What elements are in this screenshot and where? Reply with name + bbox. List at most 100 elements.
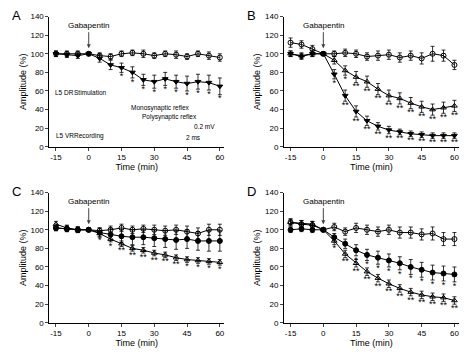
svg-text:0: 0 xyxy=(274,319,279,328)
svg-text:**: ** xyxy=(353,116,361,126)
svg-text:80: 80 xyxy=(269,244,278,253)
svg-text:2 ms: 2 ms xyxy=(186,134,201,141)
svg-text:140: 140 xyxy=(30,12,44,21)
svg-text:30: 30 xyxy=(384,153,393,162)
svg-text:*: * xyxy=(120,71,124,81)
svg-text:-15: -15 xyxy=(285,153,297,162)
svg-text:*: * xyxy=(98,235,102,245)
svg-text:140: 140 xyxy=(265,12,279,21)
svg-text:*: * xyxy=(185,261,189,271)
svg-text:**: ** xyxy=(407,295,415,305)
svg-text:80: 80 xyxy=(35,244,44,253)
svg-text:*: * xyxy=(343,74,347,84)
svg-text:Amplitude (%): Amplitude (%) xyxy=(18,53,28,110)
svg-text:**: ** xyxy=(173,259,181,269)
svg-text:**: ** xyxy=(429,137,437,147)
svg-text:15: 15 xyxy=(352,329,361,338)
svg-text:*: * xyxy=(131,77,135,87)
svg-text:**: ** xyxy=(429,299,437,309)
svg-text:*: * xyxy=(398,269,402,279)
svg-text:L5 VR: L5 VR xyxy=(56,132,74,139)
svg-text:Polysynaptic reflex: Polysynaptic reflex xyxy=(142,113,197,121)
svg-text:120: 120 xyxy=(30,207,44,216)
svg-text:*: * xyxy=(376,263,380,273)
svg-text:60: 60 xyxy=(450,329,459,338)
svg-text:Gabapentin: Gabapentin xyxy=(303,197,344,206)
svg-text:C: C xyxy=(12,184,21,199)
svg-text:Time (min): Time (min) xyxy=(350,338,393,348)
svg-text:40: 40 xyxy=(35,281,44,290)
svg-text:0: 0 xyxy=(87,329,92,338)
svg-text:**: ** xyxy=(440,137,448,147)
svg-text:*: * xyxy=(431,279,435,289)
svg-text:**: ** xyxy=(396,133,404,143)
svg-text:15: 15 xyxy=(352,153,361,162)
svg-text:0: 0 xyxy=(321,153,326,162)
svg-text:**: ** xyxy=(385,100,393,110)
svg-text:*: * xyxy=(333,243,337,253)
svg-text:60: 60 xyxy=(215,329,224,338)
svg-text:45: 45 xyxy=(183,153,192,162)
svg-text:*: * xyxy=(207,89,211,99)
svg-text:20: 20 xyxy=(269,124,278,133)
svg-text:Amplitude (%): Amplitude (%) xyxy=(18,229,28,286)
svg-text:*: * xyxy=(420,276,424,286)
svg-text:*: * xyxy=(196,88,200,98)
svg-text:100: 100 xyxy=(30,226,44,235)
svg-text:40: 40 xyxy=(269,281,278,290)
svg-text:60: 60 xyxy=(215,153,224,162)
svg-text:0.2 mV: 0.2 mV xyxy=(194,123,215,130)
svg-text:60: 60 xyxy=(269,263,278,272)
svg-text:20: 20 xyxy=(35,300,44,309)
svg-text:20: 20 xyxy=(35,124,44,133)
svg-text:**: ** xyxy=(440,300,448,310)
svg-text:0: 0 xyxy=(274,143,279,152)
svg-text:**: ** xyxy=(418,297,426,307)
svg-text:45: 45 xyxy=(417,329,426,338)
svg-text:**: ** xyxy=(440,112,448,122)
svg-text:**: ** xyxy=(151,255,159,265)
svg-text:*: * xyxy=(365,259,369,269)
svg-text:*: * xyxy=(185,90,189,100)
svg-text:*: * xyxy=(409,273,413,283)
svg-text:60: 60 xyxy=(35,87,44,96)
svg-text:**: ** xyxy=(364,86,372,96)
svg-text:60: 60 xyxy=(450,153,459,162)
svg-text:**: ** xyxy=(129,250,137,260)
svg-text:**: ** xyxy=(407,135,415,145)
svg-text:140: 140 xyxy=(265,188,279,197)
svg-text:Amplitude (%): Amplitude (%) xyxy=(252,229,262,286)
svg-text:*: * xyxy=(163,84,167,94)
svg-text:Amplitude (%): Amplitude (%) xyxy=(252,53,262,110)
svg-text:120: 120 xyxy=(265,31,279,40)
svg-text:40: 40 xyxy=(269,105,278,114)
svg-text:*: * xyxy=(109,241,113,251)
svg-text:Time (min): Time (min) xyxy=(115,338,158,348)
svg-text:*: * xyxy=(442,280,446,290)
svg-text:15: 15 xyxy=(117,329,126,338)
svg-text:Time (min): Time (min) xyxy=(115,162,158,172)
svg-text:*: * xyxy=(387,266,391,276)
svg-text:40: 40 xyxy=(35,105,44,114)
svg-text:Recording: Recording xyxy=(74,132,104,140)
svg-text:0: 0 xyxy=(39,143,44,152)
svg-text:**: ** xyxy=(342,100,350,110)
svg-text:**: ** xyxy=(374,93,382,103)
svg-text:*: * xyxy=(218,93,222,103)
svg-text:**: ** xyxy=(385,286,393,296)
svg-text:45: 45 xyxy=(417,153,426,162)
svg-text:30: 30 xyxy=(150,153,159,162)
svg-text:15: 15 xyxy=(117,153,126,162)
svg-text:**: ** xyxy=(396,291,404,301)
svg-text:100: 100 xyxy=(265,226,279,235)
svg-text:-15: -15 xyxy=(285,329,297,338)
svg-text:**: ** xyxy=(451,137,459,147)
svg-text:30: 30 xyxy=(150,329,159,338)
svg-text:Gabapentin: Gabapentin xyxy=(68,197,109,206)
svg-text:*: * xyxy=(174,87,178,97)
svg-text:*: * xyxy=(196,262,200,272)
svg-text:*: * xyxy=(142,84,146,94)
svg-text:120: 120 xyxy=(265,207,279,216)
svg-text:**: ** xyxy=(418,111,426,121)
svg-text:Monosynaptic reflex: Monosynaptic reflex xyxy=(131,104,190,112)
